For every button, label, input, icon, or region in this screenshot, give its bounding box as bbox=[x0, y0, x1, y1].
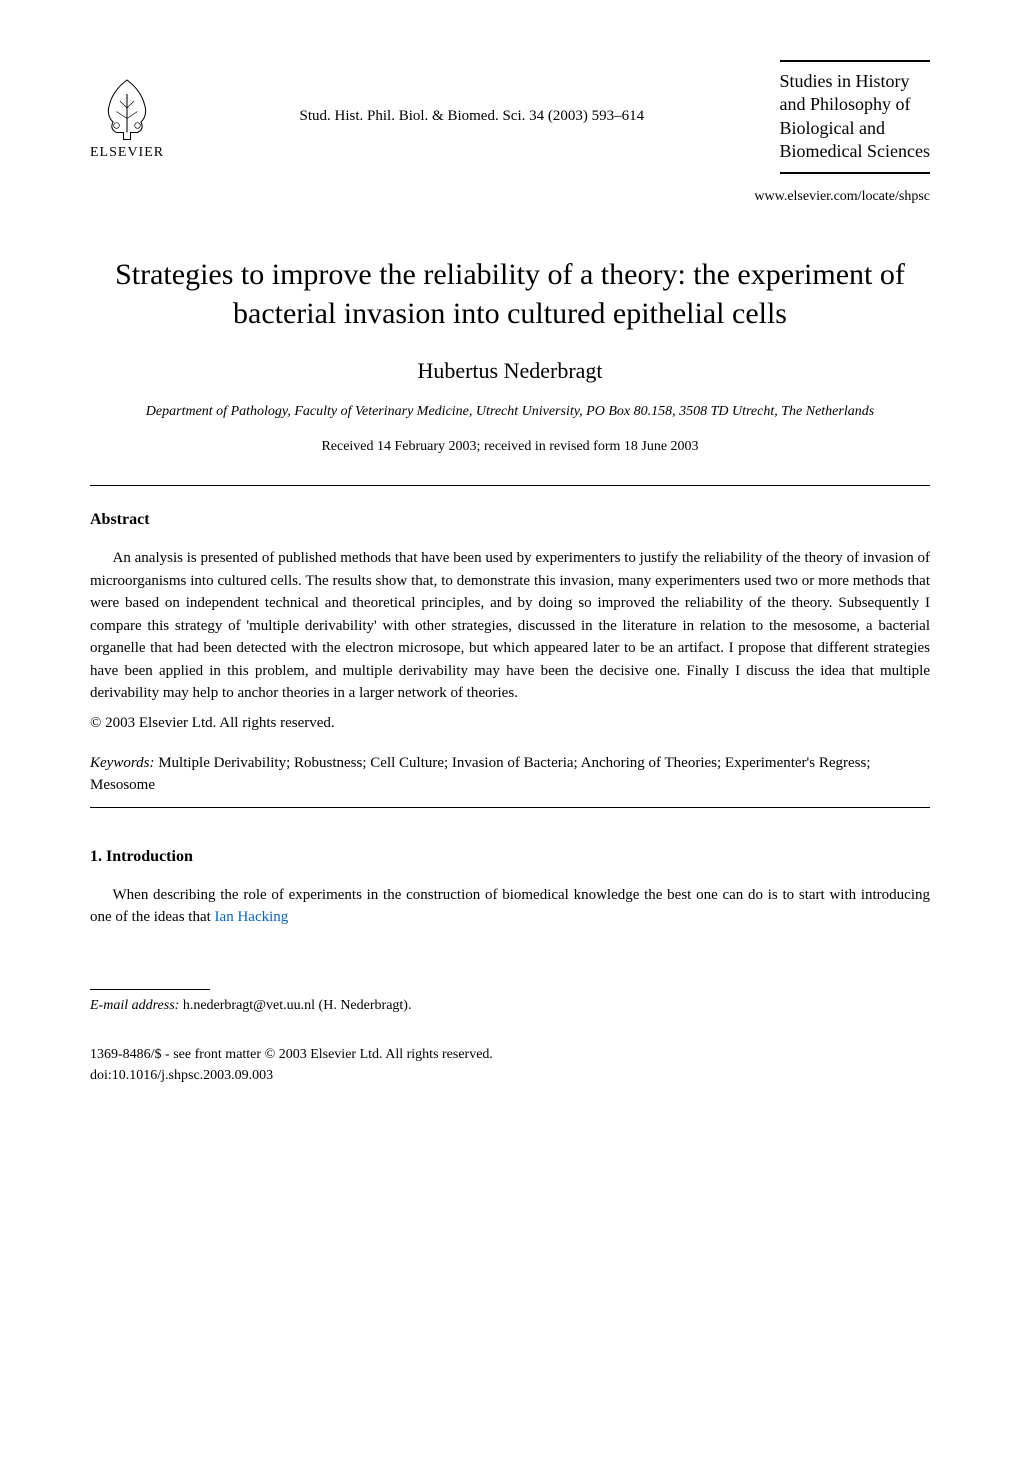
section-divider bbox=[90, 485, 930, 486]
journal-title-line: and Philosophy of bbox=[780, 93, 930, 116]
author-name: Hubertus Nederbragt bbox=[90, 358, 930, 384]
keywords: Keywords: Multiple Derivability; Robustn… bbox=[90, 752, 930, 797]
abstract-text: An analysis is presented of published me… bbox=[90, 547, 930, 705]
article-title: Strategies to improve the reliability of… bbox=[90, 255, 930, 333]
intro-paragraph: When describing the role of experiments … bbox=[90, 884, 930, 929]
footnote-label: E-mail address: bbox=[90, 998, 179, 1013]
citation-link[interactable]: Ian Hacking bbox=[215, 909, 289, 925]
journal-url: www.elsevier.com/locate/shpsc bbox=[90, 189, 930, 205]
section-divider bbox=[90, 807, 930, 808]
journal-title: Studies in History and Philosophy of Bio… bbox=[780, 60, 930, 174]
journal-title-line: Studies in History bbox=[780, 70, 930, 93]
author-affiliation: Department of Pathology, Faculty of Vete… bbox=[90, 402, 930, 422]
footnote-divider bbox=[90, 989, 210, 990]
section-heading: 1. Introduction bbox=[90, 848, 930, 866]
elsevier-tree-icon bbox=[92, 73, 162, 143]
footer-line: doi:10.1016/j.shpsc.2003.09.003 bbox=[90, 1065, 930, 1086]
footer-line: 1369-8486/$ - see front matter © 2003 El… bbox=[90, 1044, 930, 1065]
abstract-heading: Abstract bbox=[90, 511, 930, 529]
footer: 1369-8486/$ - see front matter © 2003 El… bbox=[90, 1044, 930, 1086]
header-row: ELSEVIER Stud. Hist. Phil. Biol. & Biome… bbox=[90, 60, 930, 174]
journal-title-line: Biomedical Sciences bbox=[780, 140, 930, 163]
elsevier-logo: ELSEVIER bbox=[90, 73, 164, 161]
copyright-text: © 2003 Elsevier Ltd. All rights reserved… bbox=[90, 715, 930, 732]
keywords-text: Multiple Derivability; Robustness; Cell … bbox=[90, 755, 871, 794]
footnote: E-mail address: h.nederbragt@vet.uu.nl (… bbox=[90, 998, 930, 1014]
received-dates: Received 14 February 2003; received in r… bbox=[90, 439, 930, 455]
journal-citation: Stud. Hist. Phil. Biol. & Biomed. Sci. 3… bbox=[164, 108, 779, 125]
footnote-value: h.nederbragt@vet.uu.nl (H. Nederbragt). bbox=[183, 998, 412, 1013]
publisher-name: ELSEVIER bbox=[90, 145, 164, 161]
keywords-label: Keywords: bbox=[90, 755, 154, 771]
journal-title-line: Biological and bbox=[780, 117, 930, 140]
